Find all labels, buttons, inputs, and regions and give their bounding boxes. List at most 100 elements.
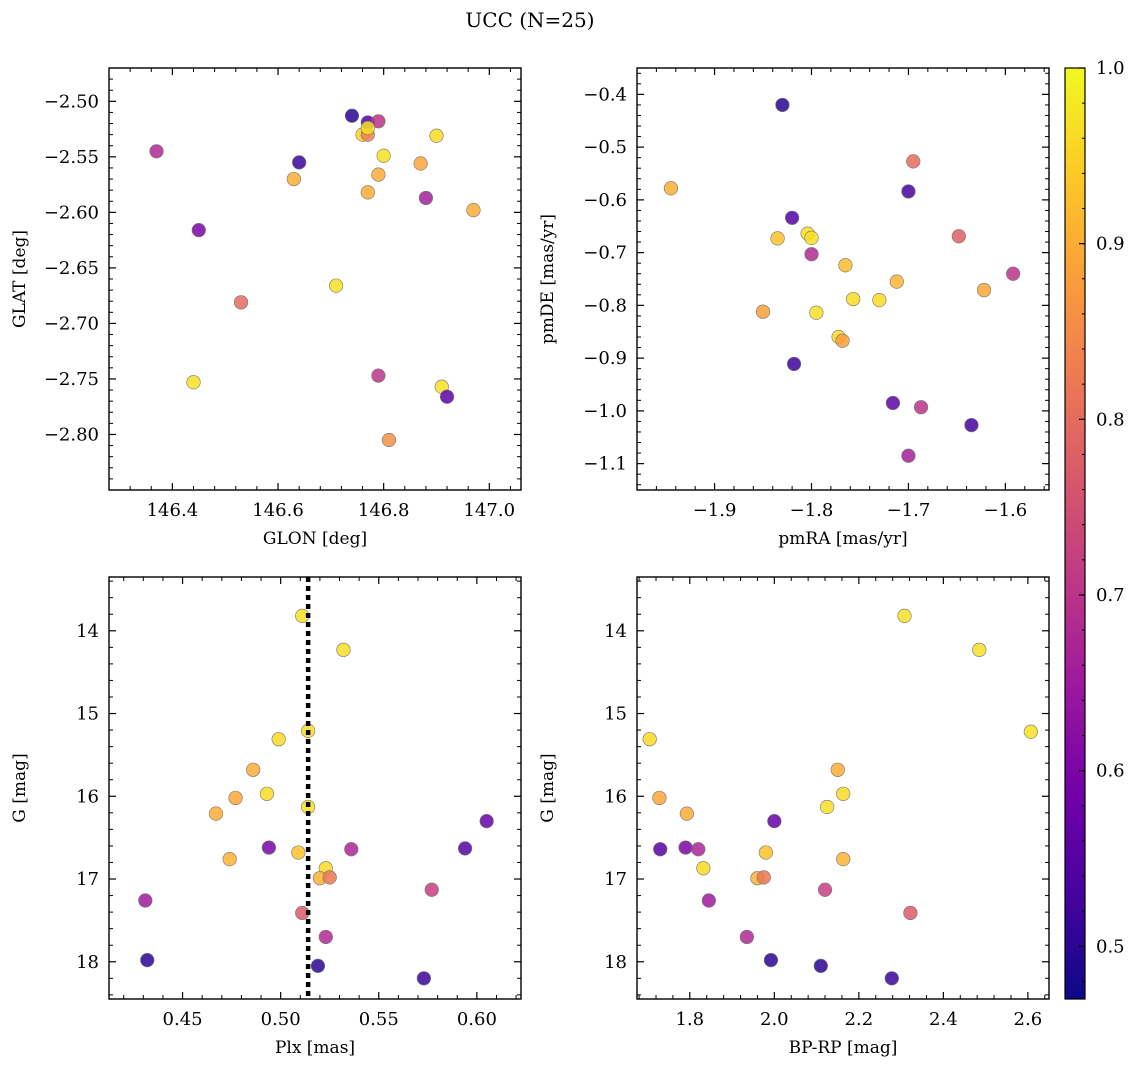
- scatter-point: [642, 732, 657, 747]
- scatter-point: [663, 181, 679, 196]
- x-axis-label: GLON [deg]: [263, 529, 367, 549]
- y-tick-label: −2.75: [44, 369, 99, 390]
- scatter-point: [804, 247, 819, 262]
- scatter-point: [872, 293, 887, 308]
- colorbar-tick-label: 0.7: [1096, 585, 1125, 606]
- scatter-point: [424, 882, 439, 897]
- x-tick-label: 1.8: [676, 1009, 705, 1030]
- colorbar: 0.5 0.6 0.7 0.8 0.9 1.0: [1064, 58, 1125, 1000]
- scatter-point: [758, 845, 773, 860]
- scatter-point: [901, 448, 916, 463]
- x-tick-label: −1.7: [887, 500, 931, 521]
- colorbar-tick-label: 0.5: [1096, 936, 1125, 957]
- x-tick-label: 0.60: [457, 1009, 497, 1030]
- scatter-point: [835, 333, 850, 348]
- axis-ticks: [636, 68, 1049, 490]
- axis-ticks: [637, 577, 1049, 999]
- y-tick-label: −0.8: [583, 295, 627, 316]
- scatter-points: [663, 97, 1021, 463]
- scatter-point: [785, 210, 800, 225]
- colorbar-tick-label: 1.0: [1096, 58, 1125, 79]
- scatter-point: [836, 786, 851, 801]
- y-tick-label: −2.65: [44, 258, 99, 279]
- scatter-point: [413, 156, 428, 171]
- y-axis-label: G [mag]: [538, 753, 558, 822]
- scatter-point: [763, 953, 779, 968]
- scatter-point: [479, 813, 494, 829]
- y-tick-label: −0.4: [583, 84, 627, 105]
- scatter-point: [846, 291, 861, 307]
- scatter-point: [804, 230, 819, 245]
- x-tick-label: 2.0: [760, 1009, 789, 1030]
- scatter-point: [371, 114, 386, 129]
- scatter-point: [292, 155, 307, 170]
- y-tick-label: −2.60: [44, 202, 99, 223]
- x-axis-label: BP-RP [mag]: [789, 1038, 898, 1058]
- scatter-point: [322, 870, 337, 885]
- scatter-point: [913, 400, 929, 415]
- x-tick-label: 0.50: [261, 1009, 301, 1030]
- scatter-point: [739, 929, 754, 945]
- scatter-point: [767, 813, 782, 829]
- scatter-point: [678, 840, 693, 855]
- scatter-point: [653, 842, 668, 857]
- scatter-point: [344, 108, 360, 123]
- y-tick-label: 14: [604, 621, 627, 642]
- y-tick-label: 17: [604, 869, 627, 890]
- scatter-point: [381, 432, 397, 448]
- y-tick-label: −2.80: [44, 424, 99, 445]
- scatter-point: [901, 184, 916, 199]
- axis-ticks: [108, 67, 521, 491]
- scatter-point: [310, 958, 326, 974]
- scatter-point: [291, 845, 306, 860]
- scatter-points: [138, 608, 494, 986]
- plot-frame: [108, 576, 522, 1000]
- scatter-point: [336, 642, 351, 657]
- scatter-points: [149, 108, 481, 448]
- scatter-point: [696, 861, 711, 876]
- scatter-point: [138, 893, 153, 908]
- x-tick-label: 146.8: [358, 500, 410, 521]
- x-tick-label: 0.55: [359, 1009, 399, 1030]
- scatter-point: [466, 203, 481, 218]
- x-tick-label: −1.8: [790, 500, 834, 521]
- scatter-point: [271, 732, 286, 747]
- scatter-point: [259, 786, 275, 801]
- scatter-point: [208, 806, 224, 821]
- panel-pmra-pmde: −1.9 −1.8 −1.7 −1.6 −1.1 −1.0 −0.9 −0.8 −0.7 −0.6…: [538, 67, 1050, 549]
- x-tick-label: 0.45: [163, 1009, 203, 1030]
- scatter-point: [371, 368, 386, 383]
- y-tick-label: −2.55: [44, 147, 99, 168]
- scatter-point: [786, 356, 802, 372]
- scatter-point: [813, 958, 828, 974]
- scatter-point: [679, 806, 694, 821]
- scatter-point: [233, 295, 249, 310]
- scatter-point: [344, 842, 359, 857]
- scatter-point: [1006, 266, 1021, 281]
- y-tick-label: −0.6: [583, 190, 627, 211]
- scatter-point: [755, 304, 771, 319]
- y-axis-label: GLAT [deg]: [10, 230, 30, 328]
- y-tick-label: −0.5: [583, 137, 627, 158]
- scatter-point: [691, 842, 706, 857]
- y-tick-label: −0.9: [583, 348, 627, 369]
- y-axis-label: pmDE [mas/yr]: [538, 214, 558, 344]
- y-axis-label: G [mag]: [10, 753, 30, 822]
- panel-plx-g: 0.45 0.50 0.55 0.60 14 15 16 17 18 Plx [mas] G [ma…: [10, 576, 522, 1058]
- scatter-point: [885, 395, 901, 411]
- colorbar-tick-label: 0.9: [1096, 234, 1125, 255]
- y-tick-label: 15: [604, 704, 627, 725]
- panel-bprp-g: 1.8 2.0 2.2 2.4 2.6 14 15 16 17 18 BP-RP [mag] G [m…: [538, 576, 1050, 1058]
- scatter-point: [429, 128, 444, 143]
- figure-title: UCC (N=25): [465, 8, 594, 32]
- scatter-point: [951, 229, 966, 244]
- y-tick-label: 16: [76, 786, 99, 807]
- scatter-points: [642, 608, 1038, 986]
- y-tick-label: 16: [604, 786, 627, 807]
- scatter-point: [897, 608, 912, 623]
- axis-ticks: [109, 577, 521, 999]
- scatter-point: [140, 953, 155, 968]
- scatter-point: [809, 305, 824, 320]
- y-tick-label: 18: [604, 952, 627, 973]
- scatter-point: [770, 231, 785, 246]
